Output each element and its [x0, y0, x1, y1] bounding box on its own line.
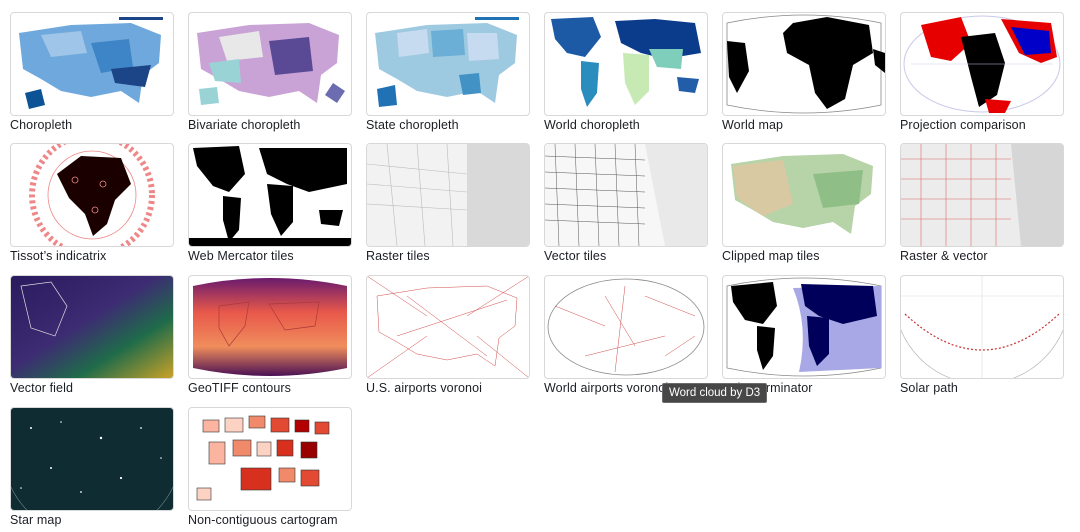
card-clipped-map-tiles[interactable]: Clipped map tiles [722, 143, 886, 264]
vfield-thumbnail [10, 275, 174, 379]
gallery-grid: Choropleth Bivariate choropleth [10, 12, 1074, 532]
raster-thumbnail [366, 143, 530, 247]
card-label: Tissot’s indicatrix [10, 249, 107, 263]
card-world-airports-voronoi[interactable]: World airports voronoi [544, 275, 708, 396]
card-label: Choropleth [10, 118, 73, 132]
card-vector-field[interactable]: Vector field [10, 275, 174, 396]
mercator-thumbnail [188, 143, 352, 247]
geotiff-thumbnail [188, 275, 352, 379]
clipped-thumbnail [722, 143, 886, 247]
card-label: Star map [10, 513, 62, 527]
card-geotiff-contours[interactable]: GeoTIFF contours [188, 275, 352, 396]
card-non-contiguous-cartogram[interactable]: Non-contiguous cartogram [188, 407, 352, 528]
card-label: U.S. airports voronoi [366, 381, 483, 395]
card-vector-tiles[interactable]: Vector tiles [544, 143, 708, 264]
worldmap-thumbnail [722, 12, 886, 116]
card-label: World airports voronoi [544, 381, 669, 395]
card-us-airports-voronoi[interactable]: U.S. airports voronoi [366, 275, 530, 396]
vector-thumbnail [544, 143, 708, 247]
solarpath-thumbnail [900, 275, 1064, 379]
card-tissot-indicatrix[interactable]: Tissot’s indicatrix [10, 143, 174, 264]
card-label: Solar path [900, 381, 958, 395]
starmap-thumbnail [10, 407, 174, 511]
card-star-map[interactable]: Star map [10, 407, 174, 528]
card-bivariate-choropleth[interactable]: Bivariate choropleth [188, 12, 352, 133]
card-label: Bivariate choropleth [188, 118, 301, 132]
cartogram-thumbnail [188, 407, 352, 511]
card-label: Raster & vector [900, 249, 988, 263]
card-label: State choropleth [366, 118, 459, 132]
card-solar-path[interactable]: Solar path [900, 275, 1064, 396]
card-label: World map [722, 118, 784, 132]
card-web-mercator-tiles[interactable]: Web Mercator tiles [188, 143, 352, 264]
rastervec-thumbnail [900, 143, 1064, 247]
card-choropleth[interactable]: Choropleth [10, 12, 174, 133]
worldchoro-thumbnail [544, 12, 708, 116]
tissot-thumbnail [10, 143, 174, 247]
card-state-choropleth[interactable]: State choropleth [366, 12, 530, 133]
choropleth-thumbnail [10, 12, 174, 116]
card-label: Clipped map tiles [722, 249, 820, 263]
card-projection-comparison[interactable]: Projection comparison [900, 12, 1064, 133]
card-world-map[interactable]: World map [722, 12, 886, 133]
card-label: Non-contiguous cartogram [188, 513, 338, 527]
card-label: Projection comparison [900, 118, 1026, 132]
state-thumbnail [366, 12, 530, 116]
bivariate-thumbnail [188, 12, 352, 116]
card-raster-and-vector[interactable]: Raster & vector [900, 143, 1064, 264]
card-label: Vector field [10, 381, 74, 395]
card-label: World choropleth [544, 118, 640, 132]
card-raster-tiles[interactable]: Raster tiles [366, 143, 530, 264]
card-label: Vector tiles [544, 249, 607, 263]
card-solar-terminator[interactable]: Solar terminator [722, 275, 886, 396]
projcomp-thumbnail [900, 12, 1064, 116]
usvoronoi-thumbnail [366, 275, 530, 379]
tooltip: Word cloud by D3 [662, 383, 768, 403]
worldvoronoi-thumbnail [544, 275, 708, 379]
card-world-choropleth[interactable]: World choropleth [544, 12, 708, 133]
card-label: Web Mercator tiles [188, 249, 294, 263]
terminator-thumbnail [722, 275, 886, 379]
card-label: Raster tiles [366, 249, 430, 263]
card-label: GeoTIFF contours [188, 381, 292, 395]
